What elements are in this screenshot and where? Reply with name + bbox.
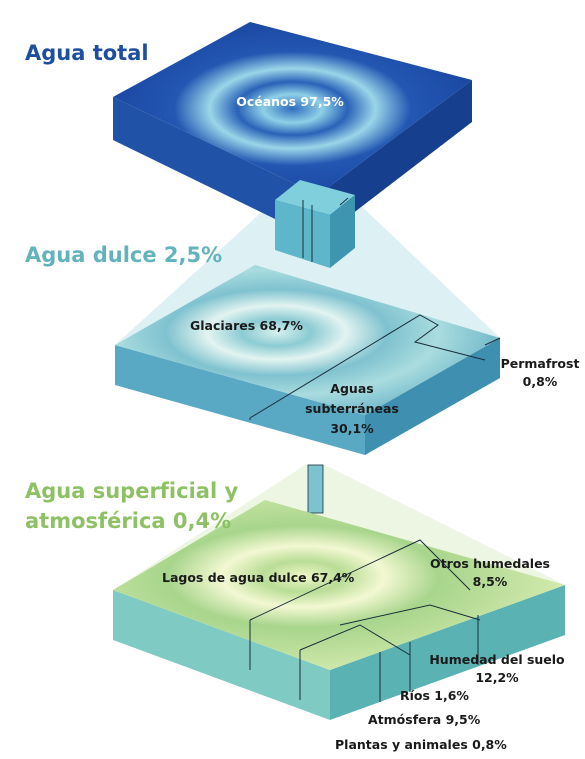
part-label: 30,1% [330,421,374,436]
part-label: 12,2% [475,670,519,685]
part-label: Atmósfera 9,5% [368,712,481,727]
level-title: Agua superficial y [25,479,238,503]
part-label: Humedad del suelo [429,652,565,667]
level-title: atmosférica 0,4% [25,509,231,533]
part-label: Plantas y animales 0,8% [335,737,507,752]
level-title: Agua total [25,41,149,65]
part-label: 8,5% [473,574,508,589]
part-label: 0,8% [523,374,558,389]
part-label: Glaciares 68,7% [190,318,303,333]
slab-middle [115,265,501,514]
slab-top [113,22,472,268]
part-label: Océanos 97,5% [236,94,344,109]
part-label: Aguas [330,381,373,396]
part-label: subterráneas [305,401,399,416]
slab-bottom [113,500,565,720]
part-label: Lagos de agua dulce 67,4% [162,570,355,585]
level-title: Agua dulce 2,5% [25,243,222,267]
part-label: Permafrost [501,356,580,371]
part-label: Otros humedales [430,556,550,571]
part-label: Ríos 1,6% [400,688,469,703]
